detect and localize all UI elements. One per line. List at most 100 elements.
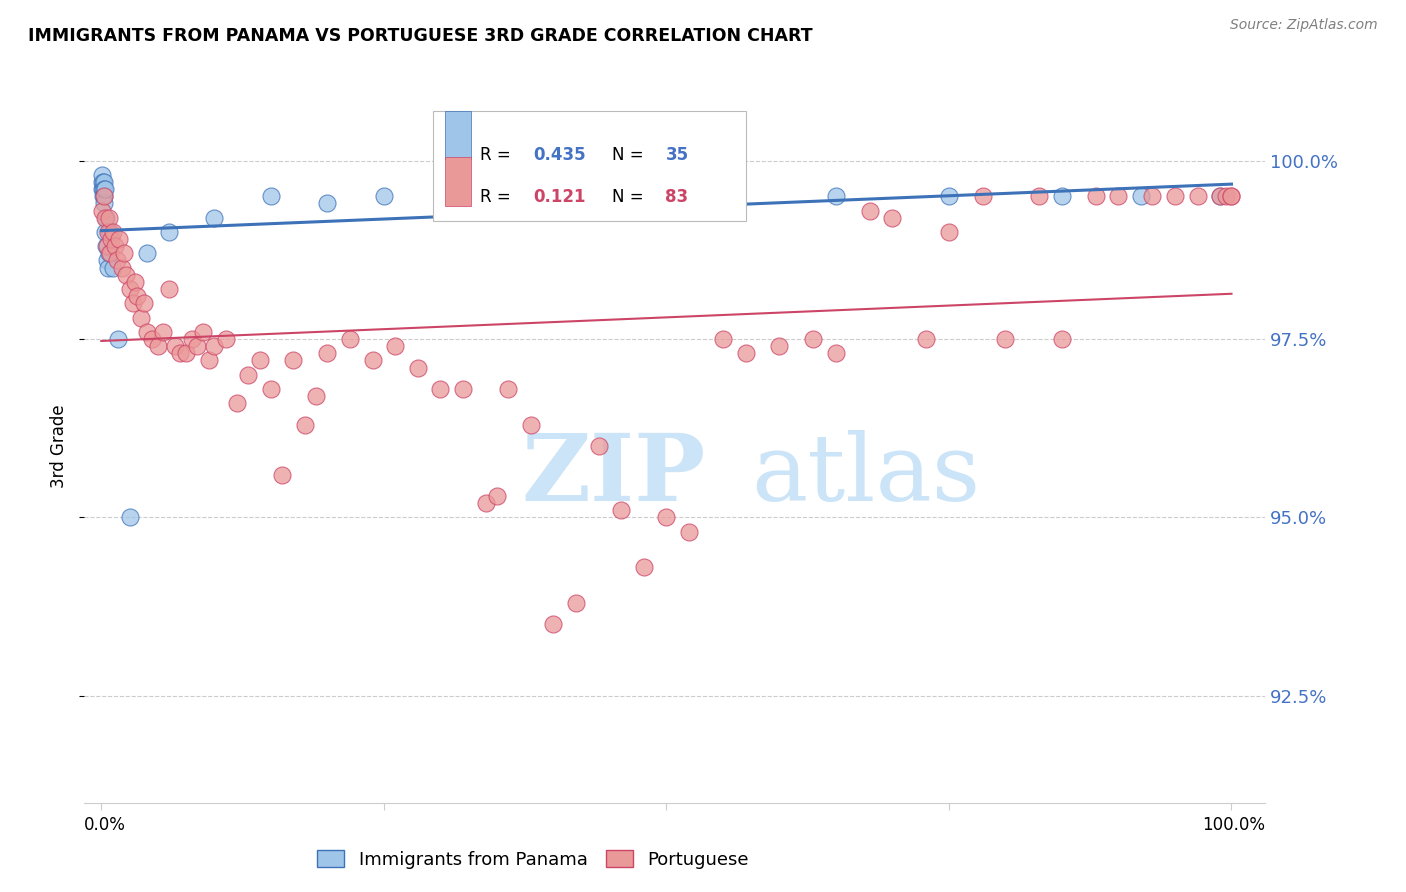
- Portuguese: [1028, 189, 1050, 203]
- Immigrants from Panama: [485, 189, 508, 203]
- Immigrants from Panama: [825, 189, 848, 203]
- Portuguese: [134, 296, 156, 310]
- Portuguese: [271, 467, 294, 482]
- Portuguese: [174, 346, 197, 360]
- Text: 0.435: 0.435: [533, 146, 586, 164]
- Text: atlas: atlas: [752, 430, 981, 519]
- Portuguese: [141, 332, 163, 346]
- Portuguese: [98, 211, 121, 225]
- Text: 35: 35: [665, 146, 689, 164]
- Immigrants from Panama: [98, 246, 121, 260]
- Portuguese: [93, 211, 115, 225]
- Portuguese: [152, 325, 174, 339]
- Portuguese: [316, 346, 339, 360]
- Portuguese: [1220, 189, 1243, 203]
- Portuguese: [122, 296, 145, 310]
- Portuguese: [429, 382, 451, 396]
- Portuguese: [485, 489, 508, 503]
- Portuguese: [98, 246, 121, 260]
- Immigrants from Panama: [91, 182, 114, 196]
- Portuguese: [118, 282, 141, 296]
- Immigrants from Panama: [711, 189, 734, 203]
- Portuguese: [127, 289, 149, 303]
- Portuguese: [588, 439, 610, 453]
- Portuguese: [655, 510, 678, 524]
- Text: 83: 83: [665, 188, 689, 206]
- Portuguese: [1108, 189, 1130, 203]
- Portuguese: [214, 332, 236, 346]
- Portuguese: [520, 417, 543, 432]
- Portuguese: [610, 503, 633, 517]
- Portuguese: [1215, 189, 1237, 203]
- Portuguese: [260, 382, 283, 396]
- Portuguese: [1050, 332, 1073, 346]
- Portuguese: [135, 325, 157, 339]
- Immigrants from Panama: [91, 175, 114, 189]
- Portuguese: [938, 225, 960, 239]
- Immigrants from Panama: [98, 225, 121, 239]
- Portuguese: [238, 368, 260, 382]
- Text: 100.0%: 100.0%: [1202, 816, 1265, 834]
- Portuguese: [97, 225, 120, 239]
- Portuguese: [768, 339, 790, 353]
- Portuguese: [496, 382, 519, 396]
- Portuguese: [96, 239, 118, 253]
- Immigrants from Panama: [93, 196, 115, 211]
- Portuguese: [197, 353, 219, 368]
- Text: IMMIGRANTS FROM PANAMA VS PORTUGUESE 3RD GRADE CORRELATION CHART: IMMIGRANTS FROM PANAMA VS PORTUGUESE 3RD…: [28, 27, 813, 45]
- Portuguese: [565, 596, 588, 610]
- Text: Source: ZipAtlas.com: Source: ZipAtlas.com: [1230, 18, 1378, 32]
- Portuguese: [180, 332, 202, 346]
- Y-axis label: 3rd Grade: 3rd Grade: [49, 404, 67, 488]
- Immigrants from Panama: [93, 175, 115, 189]
- Immigrants from Panama: [90, 182, 112, 196]
- Portuguese: [146, 339, 169, 353]
- Immigrants from Panama: [1050, 189, 1073, 203]
- Immigrants from Panama: [96, 253, 118, 268]
- Immigrants from Panama: [93, 182, 115, 196]
- Portuguese: [157, 282, 180, 296]
- Portuguese: [1187, 189, 1209, 203]
- Portuguese: [678, 524, 700, 539]
- Text: N =: N =: [612, 146, 650, 164]
- Portuguese: [111, 260, 134, 275]
- Immigrants from Panama: [91, 175, 114, 189]
- Text: ZIP: ZIP: [522, 430, 706, 519]
- Immigrants from Panama: [1130, 189, 1153, 203]
- Portuguese: [124, 275, 146, 289]
- Immigrants from Panama: [118, 510, 141, 524]
- Portuguese: [406, 360, 429, 375]
- Immigrants from Panama: [157, 225, 180, 239]
- Bar: [444, 111, 471, 160]
- Portuguese: [93, 189, 115, 203]
- Immigrants from Panama: [1209, 189, 1232, 203]
- Immigrants from Panama: [94, 225, 117, 239]
- Portuguese: [734, 346, 756, 360]
- Portuguese: [112, 246, 135, 260]
- Text: R =: R =: [479, 188, 516, 206]
- Portuguese: [474, 496, 496, 510]
- Immigrants from Panama: [94, 239, 117, 253]
- Portuguese: [129, 310, 152, 325]
- Portuguese: [163, 339, 186, 353]
- Text: 0.121: 0.121: [533, 188, 586, 206]
- Portuguese: [186, 339, 208, 353]
- Portuguese: [104, 239, 127, 253]
- Portuguese: [91, 203, 114, 218]
- Portuguese: [283, 353, 305, 368]
- Immigrants from Panama: [135, 246, 157, 260]
- FancyBboxPatch shape: [433, 111, 745, 221]
- Portuguese: [108, 232, 131, 246]
- Immigrants from Panama: [93, 189, 115, 203]
- Portuguese: [249, 353, 271, 368]
- Portuguese: [915, 332, 938, 346]
- Immigrants from Panama: [260, 189, 283, 203]
- Immigrants from Panama: [96, 211, 118, 225]
- Portuguese: [801, 332, 824, 346]
- Portuguese: [1084, 189, 1107, 203]
- Portuguese: [361, 353, 384, 368]
- Immigrants from Panama: [316, 196, 339, 211]
- Portuguese: [226, 396, 249, 410]
- Portuguese: [305, 389, 328, 403]
- Portuguese: [101, 225, 124, 239]
